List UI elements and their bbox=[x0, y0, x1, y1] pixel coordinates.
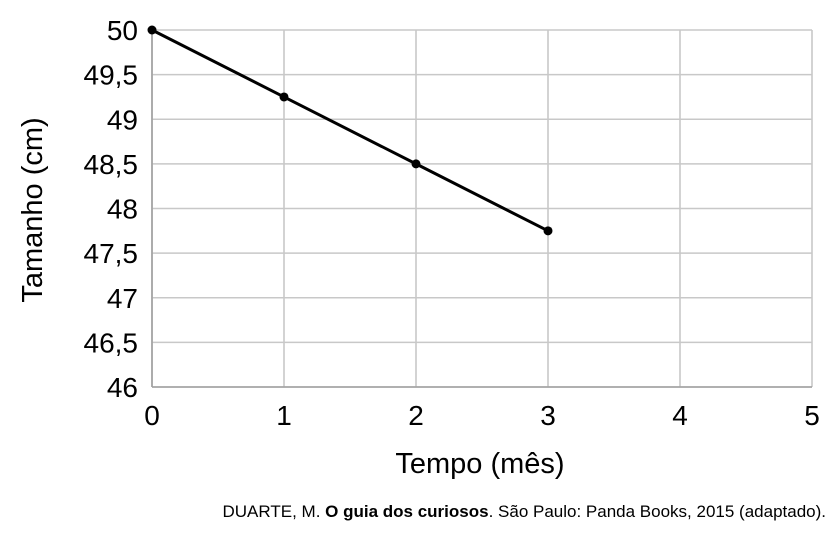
data-point bbox=[543, 226, 553, 236]
y-tick-label: 46 bbox=[107, 372, 138, 403]
x-tick-label: 4 bbox=[672, 400, 688, 431]
y-tick-label: 49 bbox=[107, 104, 138, 135]
y-axis-title: Tamanho (cm) bbox=[17, 117, 49, 302]
x-tick-label: 5 bbox=[804, 400, 820, 431]
y-tick-label: 50 bbox=[107, 15, 138, 46]
x-tick-label: 1 bbox=[276, 400, 292, 431]
y-tick-label: 48,5 bbox=[84, 149, 139, 180]
data-point bbox=[279, 92, 289, 102]
source-title: O guia dos curiosos bbox=[325, 502, 489, 521]
y-tick-label: 46,5 bbox=[84, 327, 139, 358]
x-axis-title: Tempo (mês) bbox=[395, 448, 564, 480]
data-point bbox=[147, 25, 157, 35]
x-tick-label: 0 bbox=[144, 400, 160, 431]
y-tick-label: 49,5 bbox=[84, 60, 139, 91]
y-tick-label: 48 bbox=[107, 194, 138, 225]
tick-labels: 46 46,5 47 47,5 48 48,5 49 49,5 50 0 1 2 3 4 5 bbox=[84, 15, 820, 431]
line-chart: 46 46,5 47 47,5 48 48,5 49 49,5 50 0 1 2 3 4 5 Tempo (… bbox=[17, 15, 820, 480]
series-line bbox=[150, 28, 550, 233]
source-citation: DUARTE, M. O guia dos curiosos. São Paul… bbox=[223, 502, 827, 522]
y-tick-label: 47 bbox=[107, 283, 138, 314]
source-author: DUARTE, M. bbox=[222, 502, 321, 521]
x-tick-label: 2 bbox=[408, 400, 424, 431]
data-series bbox=[147, 25, 553, 236]
y-tick-label: 47,5 bbox=[84, 238, 139, 269]
x-tick-label: 3 bbox=[540, 400, 556, 431]
source-details: . São Paulo: Panda Books, 2015 (adaptado… bbox=[488, 502, 826, 521]
grid bbox=[151, 29, 813, 388]
data-point bbox=[411, 159, 421, 169]
